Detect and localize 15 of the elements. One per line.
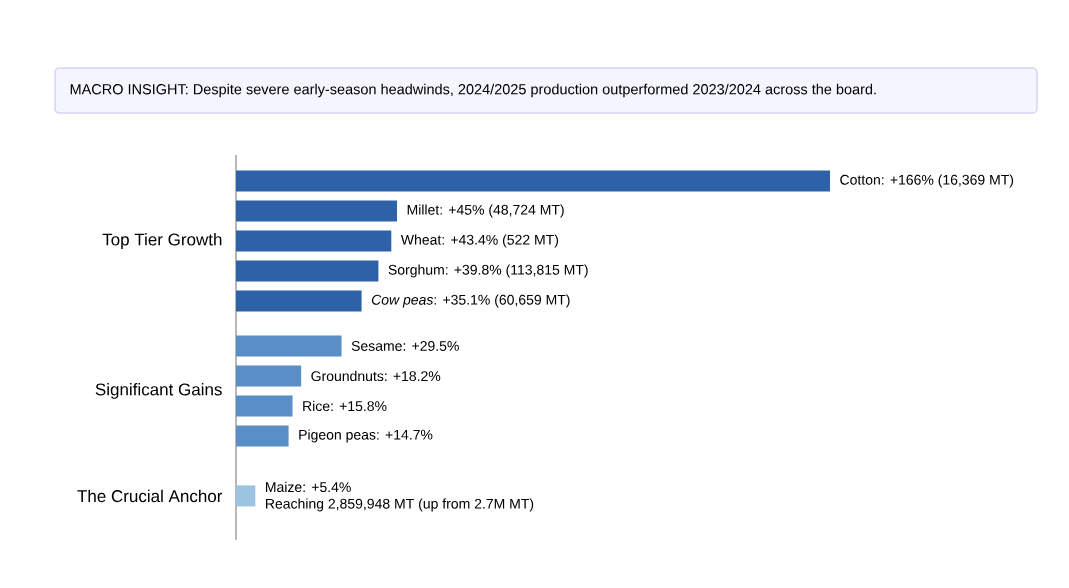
data-label: Sorghum: +39.8% (113,815 MT) bbox=[388, 264, 588, 278]
chart-title: MACRO INSIGHT: Despite severe early-season headwinds, 2024/2025 production outperformed 2023/2024 across the board. bbox=[70, 83, 876, 98]
text: Reaching 2,859,948 MT (up from 2.7M MT) bbox=[266, 498, 534, 512]
data-label: Rice: +15.8% bbox=[303, 400, 387, 412]
text: Significant Gains bbox=[95, 383, 222, 399]
text: The Crucial Anchor bbox=[77, 489, 223, 503]
data-label: Maize: +5.4% bbox=[266, 481, 351, 493]
data-label: Cotton: +166% (16,369 MT) bbox=[840, 174, 1014, 188]
data-label: Wheat: +43.4% (522 MT) bbox=[400, 234, 559, 248]
data-label: Millet: +45% (48,724 MT) bbox=[407, 204, 564, 218]
text: Top Tier Growth bbox=[102, 233, 222, 249]
data-label: Sesame: +29.5% bbox=[351, 340, 459, 351]
data-label: Cow peas: +35.1% (60,659 MT) bbox=[371, 294, 570, 308]
data-label: Groundnuts: +18.2% bbox=[311, 370, 441, 382]
data-label: Pigeon peas: +14.7% bbox=[299, 429, 433, 443]
